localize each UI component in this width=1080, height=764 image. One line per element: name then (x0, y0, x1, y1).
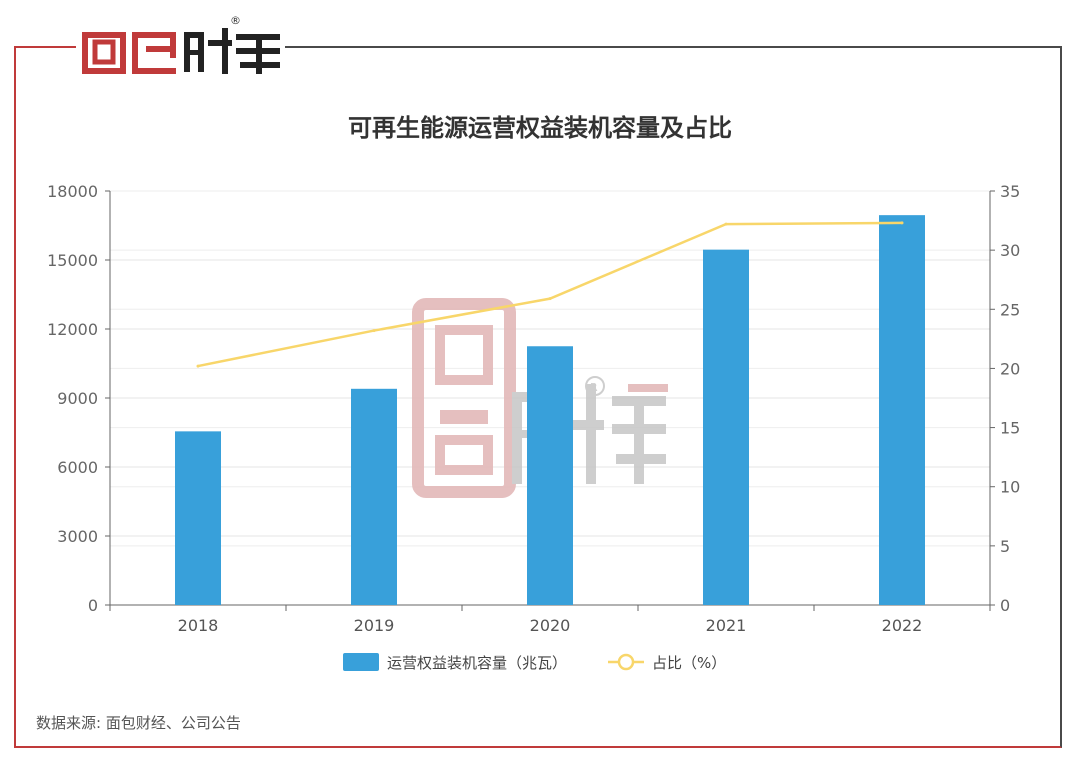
y-right-tick-label: 25 (1000, 300, 1020, 319)
bar-series (175, 215, 925, 605)
y-left-tick-label: 9000 (57, 389, 98, 408)
line-point-2019 (372, 329, 376, 333)
legend-line-marker (617, 653, 635, 671)
legend-bar-label: 运营权益装机容量（兆瓦） (387, 654, 567, 672)
y-right-tick-label: 5 (1000, 537, 1010, 556)
line-point-2022 (900, 221, 904, 225)
bar-2018 (175, 431, 221, 605)
svg-text:R: R (590, 381, 598, 394)
line-point-2018 (196, 364, 200, 368)
line-series (196, 221, 904, 368)
x-tick-label: 2022 (882, 616, 923, 635)
source-note: 数据来源: 面包财经、公司公告 (36, 714, 241, 732)
x-tick-label: 2019 (354, 616, 395, 635)
bar-2022 (879, 215, 925, 605)
y-left-tick-label: 0 (88, 596, 98, 615)
y-right-tick-label: 35 (1000, 182, 1020, 201)
y-left-tick-label: 12000 (47, 320, 98, 339)
y-left-tick-label: 15000 (47, 251, 98, 270)
registered-mark: ® (230, 14, 241, 27)
frame-top-left-rule (14, 46, 76, 48)
x-tick-label: 2018 (178, 616, 219, 635)
bar-2019 (351, 388, 397, 605)
y-right-tick-label: 20 (1000, 359, 1020, 378)
y-left-tick-label: 6000 (57, 458, 98, 477)
legend-bar-swatch (343, 653, 379, 671)
legend: 运营权益装机容量（兆瓦） 占比（%） (343, 653, 726, 672)
y-left-tick-label: 18000 (47, 182, 98, 201)
y-right-tick-label: 30 (1000, 241, 1020, 260)
brand-logo: ® (82, 14, 280, 74)
chart-title: 可再生能源运营权益装机容量及占比 (348, 114, 732, 142)
line-point-2021 (724, 222, 728, 226)
bar-2020 (527, 346, 573, 605)
y-right-tick-label: 15 (1000, 419, 1020, 438)
line-point-2020 (548, 297, 552, 301)
frame-top-right-rule (285, 46, 1062, 48)
legend-line-label: 占比（%） (652, 654, 726, 672)
line-path (197, 221, 903, 368)
y-left-tick-label: 3000 (57, 527, 98, 546)
bar-2021 (703, 249, 749, 605)
y-right-tick-label: 0 (1000, 596, 1010, 615)
x-tick-label: 2020 (530, 616, 571, 635)
y-right-tick-label: 10 (1000, 478, 1020, 497)
tick-labels: 0 3000 6000 9000 12000 15000 18000 0 5 10 15 20 25 30… (47, 182, 1020, 635)
chart-frame (14, 46, 1062, 748)
x-tick-label: 2021 (706, 616, 747, 635)
